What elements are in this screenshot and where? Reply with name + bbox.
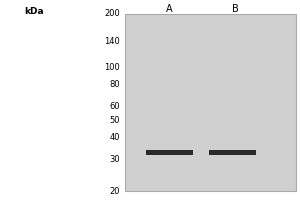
Text: 30: 30 [110, 155, 120, 164]
Text: 40: 40 [110, 133, 120, 142]
Bar [124, 14, 296, 191]
Text: 60: 60 [110, 102, 120, 111]
Text: 20: 20 [110, 186, 120, 195]
Bar [146, 150, 193, 155]
Text: 100: 100 [104, 63, 120, 72]
Text: B: B [232, 4, 239, 14]
Text: 200: 200 [104, 9, 120, 19]
Text: 50: 50 [110, 116, 120, 125]
Text: 80: 80 [110, 80, 120, 89]
Text: kDa: kDa [24, 6, 44, 16]
Bar [209, 150, 256, 155]
Text: 140: 140 [104, 37, 120, 46]
Text: A: A [166, 4, 173, 14]
